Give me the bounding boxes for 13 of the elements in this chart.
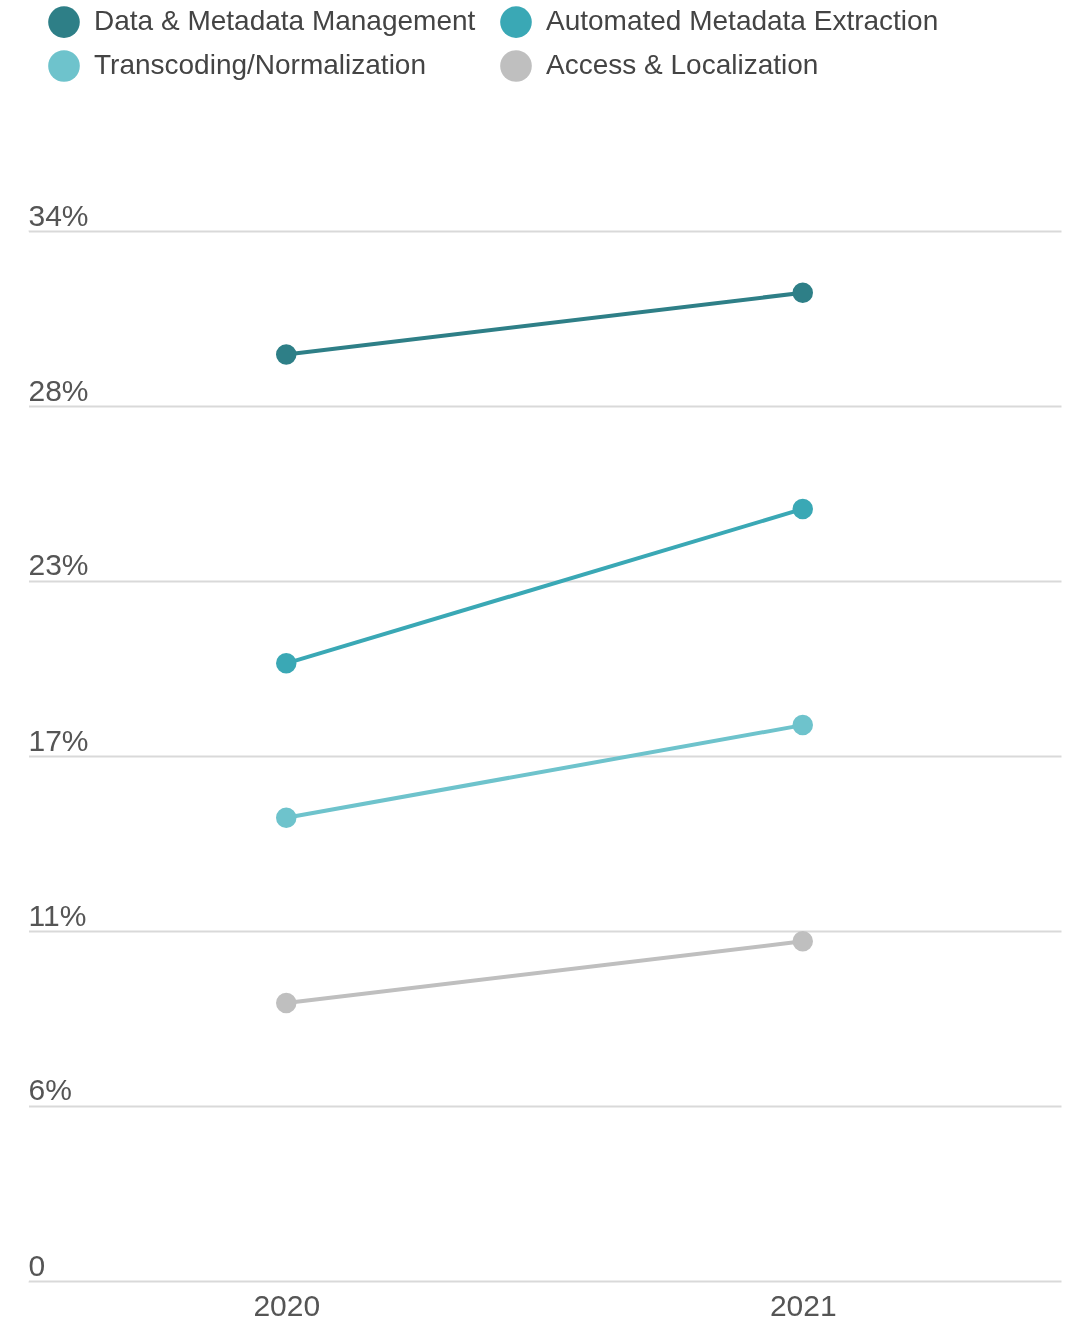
legend-label: Automated Metadata Extraction: [546, 5, 939, 37]
y-tick-label: 17%: [28, 723, 89, 757]
legend-label: Data & Metadata Management: [94, 5, 476, 37]
y-tick-label: 28%: [28, 373, 89, 407]
legend-label: Transcoding/Normalization: [94, 49, 426, 80]
legend-label: Access & Localization: [546, 49, 819, 80]
x-tick-label: 2021: [769, 1288, 837, 1322]
y-tick-label: 11%: [28, 898, 87, 932]
x-tick-label: 2020: [253, 1288, 321, 1322]
y-tick-label: 0: [28, 1248, 46, 1282]
y-tick-label: 34%: [28, 198, 89, 232]
y-tick-label: 6%: [28, 1073, 72, 1107]
y-tick-label: 23%: [28, 548, 89, 582]
